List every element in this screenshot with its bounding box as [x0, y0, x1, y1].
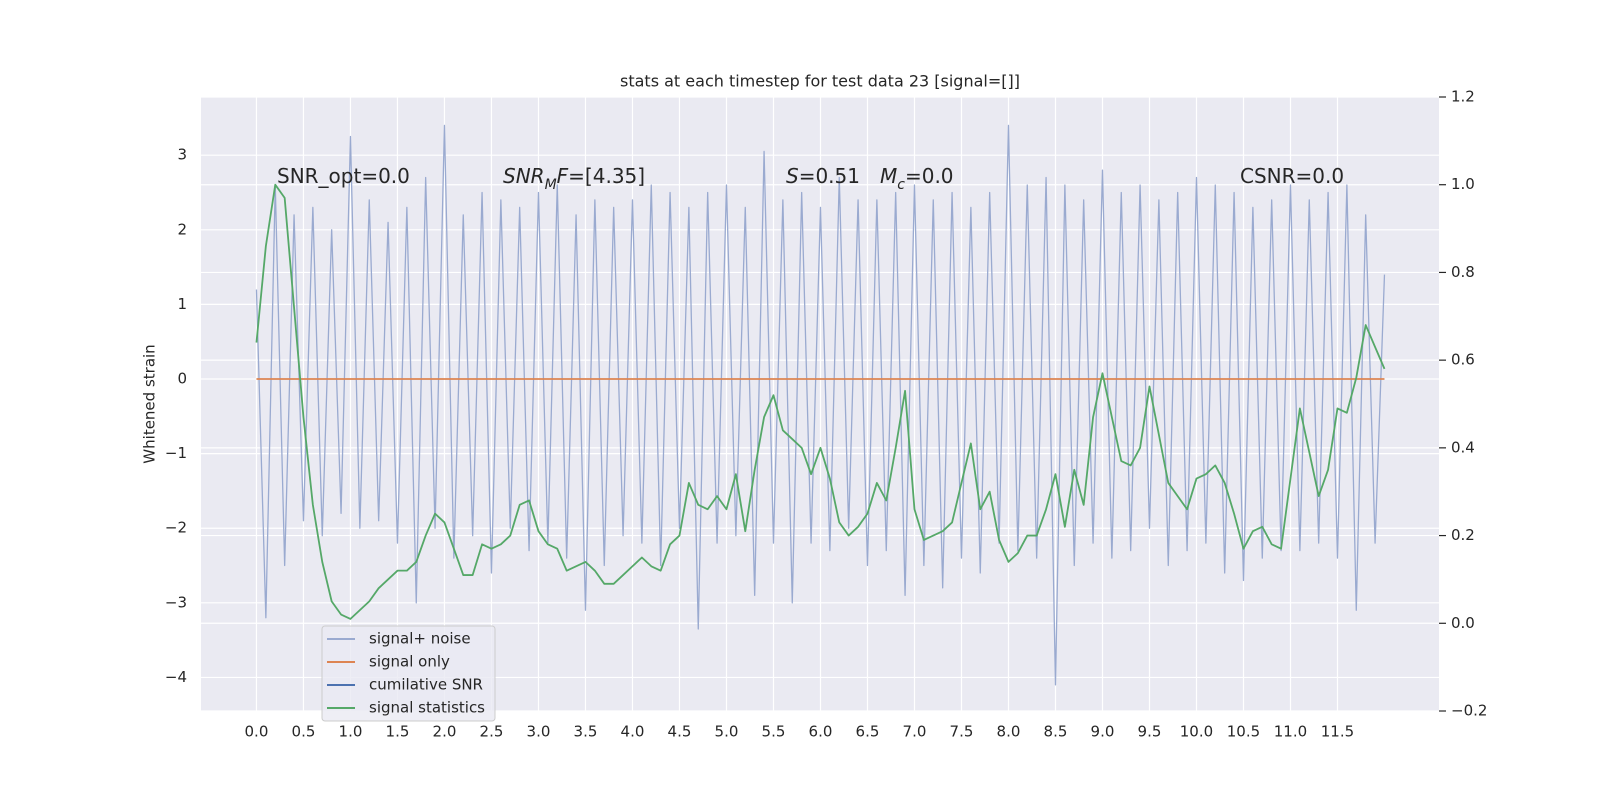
annotation: CSNR=0.0 — [1240, 164, 1344, 188]
y-tick-label: −2 — [165, 519, 187, 537]
series-line — [255, 124, 1386, 686]
x-tick-label: 11.0 — [1274, 723, 1307, 741]
x-tick-label: 10.5 — [1227, 723, 1260, 741]
y-tick-label: 0 — [177, 370, 187, 388]
y2-tick-label: 1.0 — [1451, 175, 1475, 193]
annotation-part: S — [786, 164, 799, 188]
x-tick-label: 1.5 — [386, 723, 410, 741]
annotation-part: =0.0 — [905, 164, 954, 188]
y-axis-label: Whitened strain — [141, 344, 159, 463]
legend-label: signal statistics — [369, 699, 485, 717]
annotation: Mc=0.0 — [880, 164, 954, 194]
annotation-part: CSNR=0.0 — [1240, 164, 1344, 188]
y2-tick-label: 0.4 — [1451, 438, 1475, 456]
legend-label: cumilative SNR — [369, 676, 483, 694]
x-tick-label: 11.5 — [1321, 723, 1354, 741]
x-tick-label: 2.0 — [433, 723, 457, 741]
x-tick-label: 8.5 — [1044, 723, 1068, 741]
y-tick-label: −3 — [165, 593, 187, 611]
x-tick-label: 1.0 — [339, 723, 363, 741]
annotation-part: F — [557, 164, 569, 188]
y-tick-label: 2 — [177, 220, 187, 238]
x-tick-label: 8.0 — [997, 723, 1021, 741]
y2-tick-label: −0.2 — [1451, 702, 1487, 720]
x-tick-label: 5.5 — [762, 723, 786, 741]
annotation: SNR_opt=0.0 — [277, 164, 410, 188]
y2-tick-label: 0.8 — [1451, 263, 1475, 281]
annotation-part: SNR_opt=0.0 — [277, 164, 410, 188]
x-tick-label: 4.0 — [621, 723, 645, 741]
x-tick-label: 2.5 — [480, 723, 504, 741]
x-tick-label: 3.5 — [574, 723, 598, 741]
annotation-part: SNR — [503, 164, 545, 188]
y-tick-label: −1 — [165, 444, 187, 462]
annotation-part: M — [545, 177, 557, 193]
y-tick-label: 3 — [177, 146, 187, 164]
x-tick-label: 6.0 — [809, 723, 833, 741]
legend-label: signal+ noise — [369, 630, 471, 648]
annotation: S=0.51 — [786, 164, 860, 188]
x-tick-label: 7.0 — [903, 723, 927, 741]
x-tick-label: 3.0 — [527, 723, 551, 741]
annotation-part: c — [897, 177, 905, 193]
annotation: SNRMF=[4.35] — [503, 164, 645, 194]
annotation-part: =[4.35] — [568, 164, 645, 188]
y2-tick-label: 1.2 — [1451, 88, 1475, 106]
x-tick-label: 10.0 — [1180, 723, 1213, 741]
y2-tick-label: 0.2 — [1451, 526, 1475, 544]
chart-title: stats at each timestep for test data 23 … — [620, 72, 1020, 91]
legend-box — [321, 625, 496, 722]
annotation-part: M — [880, 164, 897, 188]
x-tick-label: 6.5 — [856, 723, 880, 741]
x-tick-label: 0.5 — [292, 723, 316, 741]
y-tick-label: 1 — [177, 295, 187, 313]
legend-label: signal only — [369, 653, 450, 671]
x-tick-label: 9.5 — [1138, 723, 1162, 741]
x-tick-label: 5.0 — [715, 723, 739, 741]
y-tick-label: −4 — [165, 668, 187, 686]
y2-tick-label: 0.0 — [1451, 614, 1475, 632]
series-line — [255, 183, 1386, 620]
x-tick-label: 4.5 — [668, 723, 692, 741]
x-tick-label: 0.0 — [245, 723, 269, 741]
x-tick-label: 9.0 — [1091, 723, 1115, 741]
y2-tick-label: 0.6 — [1451, 351, 1475, 369]
annotation-part: =0.51 — [799, 164, 860, 188]
x-tick-label: 7.5 — [950, 723, 974, 741]
